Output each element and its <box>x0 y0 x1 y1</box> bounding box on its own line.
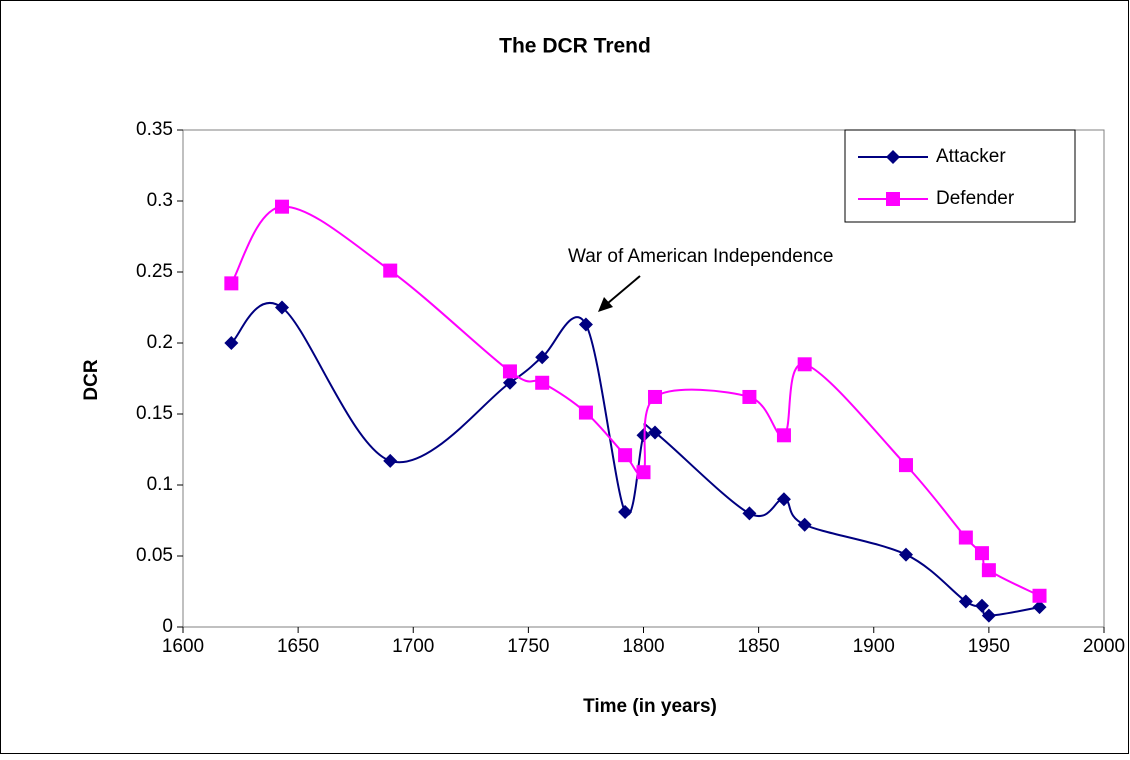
marker <box>618 504 633 519</box>
legend-label: Defender <box>936 188 1015 209</box>
y-tick-label: 0 <box>162 616 173 637</box>
x-tick-label: 1700 <box>392 636 434 657</box>
x-tick-label: 1950 <box>968 636 1010 657</box>
marker <box>618 448 633 463</box>
legend-marker <box>886 150 900 164</box>
marker <box>502 364 517 379</box>
marker <box>648 389 663 404</box>
marker <box>742 389 757 404</box>
marker <box>383 453 398 468</box>
x-axis-title: Time (in years) <box>583 696 717 717</box>
y-tick-label: 0.3 <box>147 190 173 211</box>
marker <box>275 199 290 214</box>
y-tick-label: 0.15 <box>136 403 173 424</box>
x-tick-label: 1600 <box>162 636 204 657</box>
marker <box>224 336 239 350</box>
marker <box>958 530 973 545</box>
chart-title: The DCR Trend <box>499 35 651 58</box>
annotation: War of American Independence <box>568 246 833 267</box>
marker <box>981 563 996 578</box>
x-tick-label: 1850 <box>737 636 779 657</box>
marker <box>981 608 996 623</box>
y-tick-label: 0.25 <box>136 261 173 282</box>
marker <box>776 428 791 443</box>
legend-box <box>844 129 1076 223</box>
x-tick-label: 2000 <box>1083 636 1125 657</box>
marker <box>578 405 593 420</box>
x-tick-label: 1800 <box>622 636 664 657</box>
marker <box>578 317 593 332</box>
marker <box>648 425 663 440</box>
y-axis-title: DCR <box>81 359 102 400</box>
y-tick-label: 0.05 <box>136 545 173 566</box>
marker <box>1032 600 1047 615</box>
x-tick-label: 1900 <box>853 636 895 657</box>
marker <box>742 506 757 521</box>
x-tick-label: 1750 <box>507 636 549 657</box>
marker <box>898 547 913 562</box>
legend-marker <box>886 192 900 206</box>
x-tick-label: 1650 <box>277 636 319 657</box>
y-tick-label: 0.2 <box>147 332 173 353</box>
y-tick-label: 0.1 <box>147 474 173 495</box>
marker <box>535 375 550 390</box>
marker <box>224 276 239 291</box>
marker <box>502 375 517 390</box>
marker <box>383 263 398 278</box>
marker <box>797 517 812 532</box>
marker <box>535 350 550 365</box>
marker <box>974 598 989 613</box>
annotation-arrow <box>607 275 641 304</box>
y-tick-label: 0.35 <box>136 119 173 140</box>
marker <box>1032 588 1047 603</box>
marker <box>898 458 913 473</box>
marker <box>958 594 973 609</box>
marker <box>636 428 651 443</box>
marker <box>275 300 290 315</box>
legend-label: Attacker <box>936 146 1006 167</box>
marker <box>776 492 791 507</box>
marker <box>636 465 651 480</box>
annotation-arrowhead <box>598 297 613 312</box>
marker <box>974 546 989 561</box>
marker <box>797 357 812 372</box>
